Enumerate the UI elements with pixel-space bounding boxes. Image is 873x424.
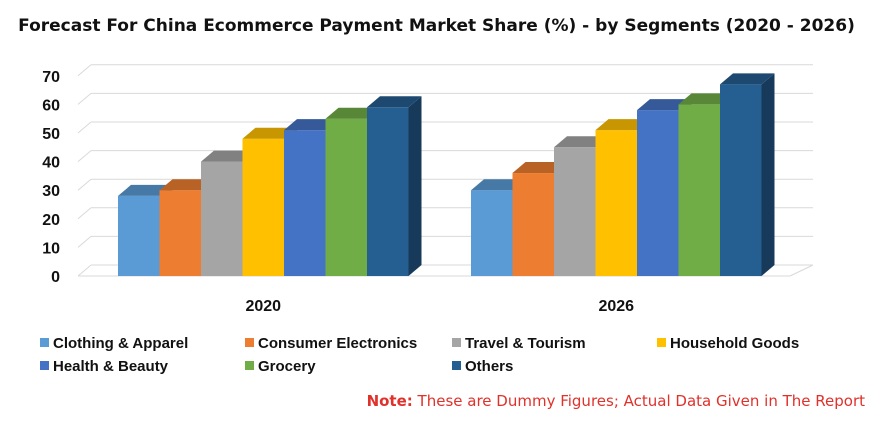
bar-top xyxy=(595,119,650,131)
bar xyxy=(118,195,160,276)
y-tick-label: 40 xyxy=(42,155,60,172)
y-tick-label: 70 xyxy=(42,69,60,86)
legend-label: Clothing & Apparel xyxy=(53,335,188,352)
x-category-label: 2026 xyxy=(598,298,634,315)
bar-top xyxy=(201,150,256,162)
bar xyxy=(201,161,243,276)
bar-top xyxy=(118,184,173,196)
legend-swatch xyxy=(245,361,254,370)
bar xyxy=(471,190,513,276)
bar-top xyxy=(720,73,775,85)
legend-swatch xyxy=(452,361,461,370)
bar xyxy=(720,84,762,276)
x-category-label: 2020 xyxy=(245,298,281,315)
bar-top xyxy=(678,93,733,105)
bar-top xyxy=(284,119,339,131)
legend-label: Travel & Tourism xyxy=(465,335,586,352)
bar-side xyxy=(408,96,422,276)
y-tick-label: 20 xyxy=(42,212,60,229)
disclaimer-note: Note: These are Dummy Figures; Actual Da… xyxy=(367,392,865,410)
legend-swatch xyxy=(657,338,666,347)
y-tick-label: 10 xyxy=(42,240,60,257)
legend-swatch xyxy=(245,338,254,347)
bar xyxy=(637,110,679,277)
bar-top xyxy=(512,162,567,174)
y-tick-label: 30 xyxy=(42,183,60,200)
bar xyxy=(554,147,596,276)
chart-title: Forecast For China Ecommerce Payment Mar… xyxy=(18,16,855,36)
bar xyxy=(595,130,637,276)
legend-label: Consumer Electronics xyxy=(258,335,417,352)
y-tick-label: 50 xyxy=(42,126,60,143)
legend-swatch xyxy=(40,361,49,370)
bar-side xyxy=(761,73,775,276)
bar xyxy=(159,190,201,276)
bar xyxy=(512,173,554,276)
bar xyxy=(284,130,326,276)
note-label: Note: xyxy=(366,392,413,410)
note-text: These are Dummy Figures; Actual Data Giv… xyxy=(412,392,865,410)
legend-label: Others xyxy=(465,358,513,375)
bar xyxy=(242,138,284,276)
legend-label: Household Goods xyxy=(670,335,799,352)
legend-swatch xyxy=(452,338,461,347)
bar-top xyxy=(637,99,692,111)
bar-top xyxy=(242,127,297,139)
legend-label: Health & Beauty xyxy=(53,358,169,375)
bar-top xyxy=(367,96,422,108)
bar xyxy=(678,104,720,277)
bar-top xyxy=(471,179,526,191)
y-tick-label: 60 xyxy=(42,97,60,114)
bar-top xyxy=(325,107,380,119)
bar xyxy=(325,118,367,276)
y-tick-label: 0 xyxy=(51,269,60,286)
bar-top xyxy=(554,136,609,148)
legend-label: Grocery xyxy=(258,358,316,375)
bar xyxy=(367,107,409,276)
legend-swatch xyxy=(40,338,49,347)
bar-top xyxy=(159,179,214,191)
